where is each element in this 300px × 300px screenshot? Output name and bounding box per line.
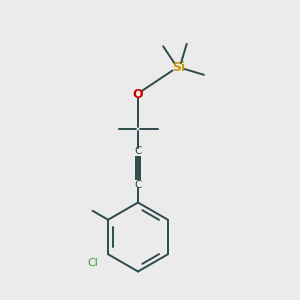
Text: Cl: Cl [87, 257, 98, 268]
Text: Si: Si [172, 61, 185, 74]
Text: C: C [134, 179, 142, 190]
Text: C: C [134, 146, 142, 157]
Text: O: O [133, 88, 143, 101]
